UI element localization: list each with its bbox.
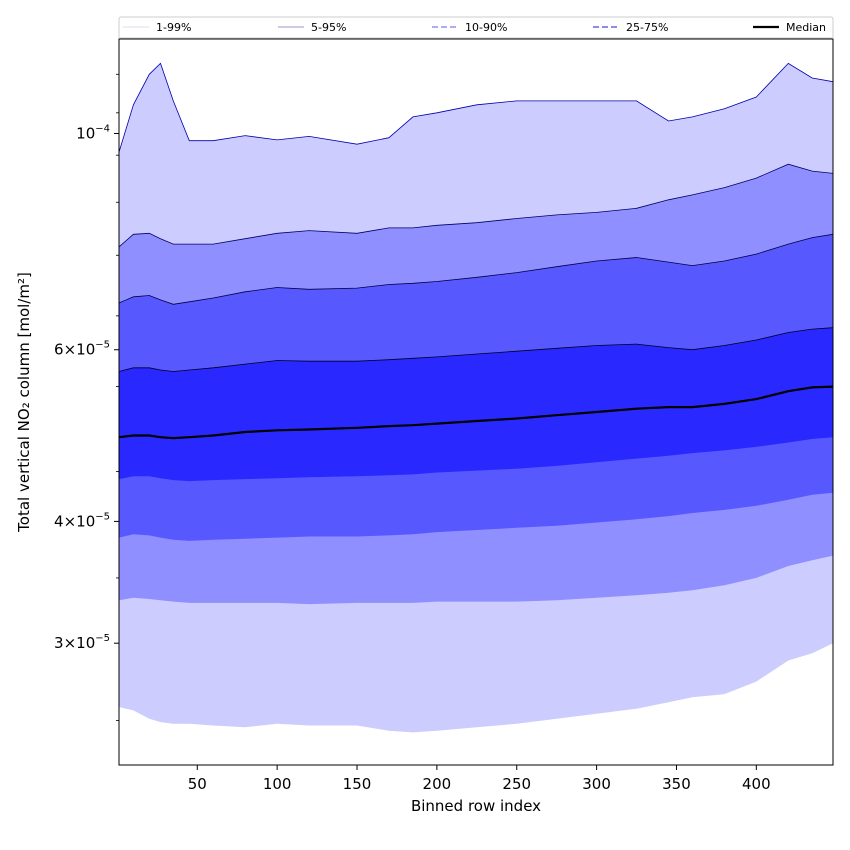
- x-tick-label: 150: [343, 775, 372, 793]
- legend-label: 25-75%: [626, 21, 668, 34]
- band-area-25-75%: [119, 327, 833, 482]
- y-axis-ticks: 10−4 6×10−5 4×10−5 3×10−5: [54, 73, 119, 721]
- y-axis-label: Total vertical NO₂ column [mol/m²]: [15, 272, 33, 533]
- band-upper-edge-1-99%: [118, 62, 834, 153]
- y-tick-label: 10−4: [76, 123, 110, 142]
- plot-frame: [118, 38, 834, 766]
- legend-label: 1-99%: [156, 21, 191, 34]
- band-upper-edge-25-75%: [118, 327, 834, 372]
- band-upper-edge-10-90%: [118, 233, 834, 305]
- median-line: [118, 385, 834, 440]
- x-tick-label: 250: [502, 775, 531, 793]
- y-tick-label: 3×10−5: [54, 633, 110, 652]
- legend-item-5-95%: 5-95%: [278, 21, 346, 34]
- legend: 1-99% 5-95% 10-90% 25-75% Median: [118, 16, 834, 39]
- median-line-layer: [118, 385, 834, 440]
- legend-item-1-99%: 1-99%: [123, 21, 191, 34]
- x-tick-label: 350: [662, 775, 691, 793]
- x-tick-label: 50: [188, 775, 207, 793]
- x-tick-label: 400: [742, 775, 771, 793]
- legend-item-25-75%: 25-75%: [593, 21, 668, 34]
- legend-label: Median: [786, 21, 826, 34]
- legend-label: 5-95%: [311, 21, 346, 34]
- legend-item-10-90%: 10-90%: [432, 21, 507, 34]
- band-areas: [118, 62, 834, 733]
- legend-item-Median: Median: [753, 21, 826, 34]
- band-upper-edge-5-95%: [118, 163, 834, 248]
- x-tick-label: 200: [423, 775, 452, 793]
- x-axis-ticks: 50 100 150 200 250 300 350 400: [188, 765, 771, 793]
- legend-box: [118, 16, 834, 39]
- legend-label: 10-90%: [465, 21, 507, 34]
- x-tick-label: 100: [263, 775, 292, 793]
- x-tick-label: 300: [582, 775, 611, 793]
- x-axis-label: Binned row index: [411, 797, 541, 815]
- y-tick-label: 6×10−5: [54, 340, 110, 359]
- y-tick-label: 4×10−5: [54, 511, 110, 530]
